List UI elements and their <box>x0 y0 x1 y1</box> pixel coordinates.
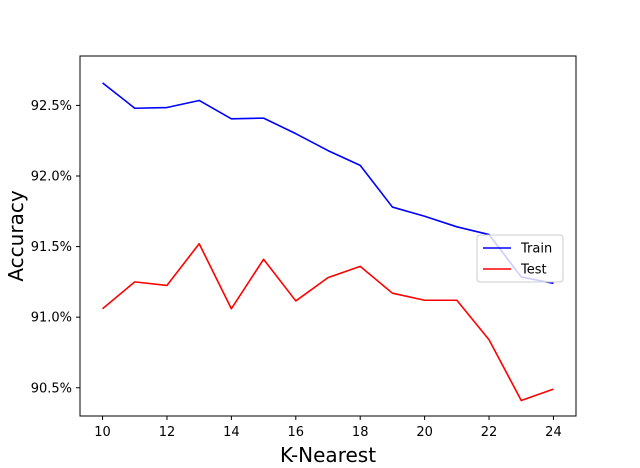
y-tick-label: 91.0% <box>31 311 72 326</box>
y-tick-label: 92.5% <box>31 99 72 114</box>
series-line-train <box>102 82 554 285</box>
legend-label-test: Test <box>520 263 547 278</box>
series-line-test <box>102 242 554 402</box>
x-tick-label: 20 <box>416 425 433 440</box>
y-axis-label: Accuracy <box>4 190 28 281</box>
y-tick-label: 90.5% <box>31 381 72 396</box>
x-axis-label: K-Nearest <box>280 443 376 467</box>
legend-label-train: Train <box>520 242 552 257</box>
y-tick-label: 91.5% <box>31 240 72 255</box>
legend: Train Test <box>476 234 564 283</box>
y-tick-label: 92.0% <box>31 170 72 185</box>
plot-area <box>102 82 554 402</box>
axes-frame <box>79 55 577 417</box>
x-tick-label: 18 <box>352 425 369 440</box>
x-tick-label: 22 <box>481 425 498 440</box>
x-tick-label: 10 <box>94 425 111 440</box>
x-tick-label: 16 <box>288 425 305 440</box>
x-tick-label: 12 <box>159 425 176 440</box>
legend-box <box>476 234 564 283</box>
x-axis: 10 12 14 16 18 20 22 24 <box>94 416 562 440</box>
x-tick-label: 14 <box>223 425 240 440</box>
y-axis: 90.5% 91.0% 91.5% 92.0% 92.5% <box>31 99 80 396</box>
x-tick-label: 24 <box>545 425 562 440</box>
